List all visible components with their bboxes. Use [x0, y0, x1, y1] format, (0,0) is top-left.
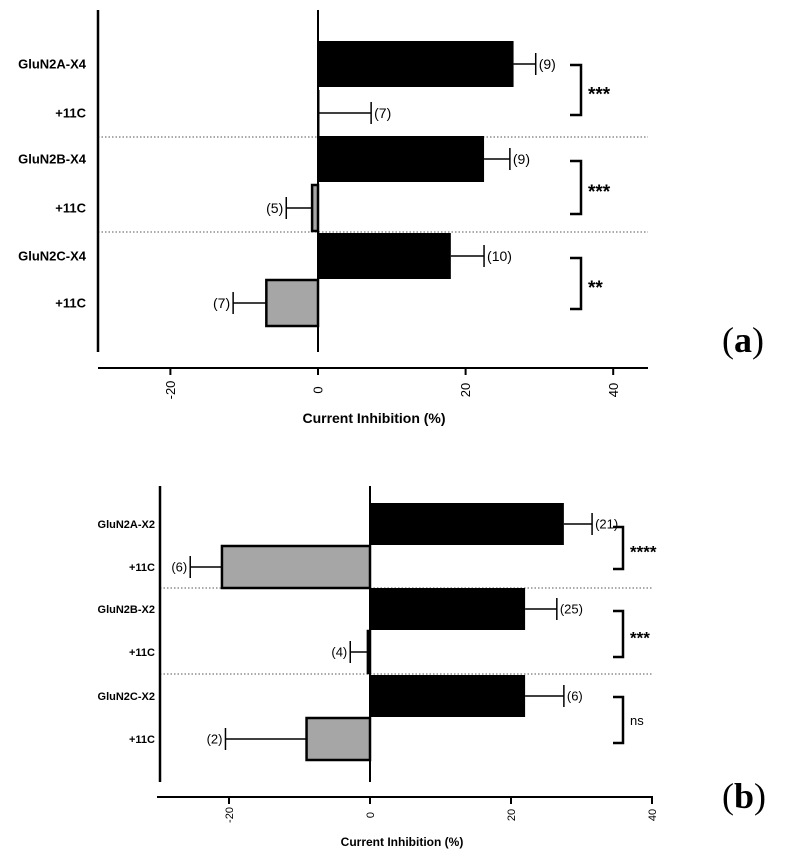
category-label: GluN2A-X2: [98, 519, 155, 531]
figure: (9) GluN2A-X4 (7) +11C (9) GluN2B-X4 (5) +11C (1…: [0, 0, 789, 861]
significance-bracket: [570, 161, 581, 214]
category-label: +11C: [129, 562, 155, 574]
bar: [318, 41, 514, 87]
bar: [370, 675, 525, 717]
x-tick-label: 40: [647, 809, 659, 821]
significance-bracket: [613, 697, 623, 743]
significance-bracket: [570, 65, 581, 115]
x-tick-label: 40: [606, 383, 621, 397]
category-label: +11C: [55, 296, 86, 311]
panel-letter: a: [734, 320, 752, 360]
n-label: (21): [595, 517, 618, 532]
n-label: (5): [266, 200, 283, 216]
significance-bracket: [570, 258, 581, 309]
x-tick-label: 0: [311, 386, 326, 393]
bar: [370, 503, 564, 545]
n-label: (7): [213, 295, 230, 311]
category-label: +11C: [55, 201, 86, 216]
n-label: (6): [567, 689, 583, 704]
significance-label: ***: [588, 182, 611, 203]
category-label: +11C: [129, 647, 155, 659]
category-label: GluN2A-X4: [18, 57, 87, 72]
x-axis-label: Current Inhibition (%): [341, 835, 464, 849]
n-label: (2): [207, 732, 223, 747]
n-label: (6): [171, 560, 187, 575]
category-label: GluN2B-X4: [18, 152, 87, 167]
significance-label: ***: [630, 628, 650, 647]
significance-bracket: [613, 527, 623, 569]
significance-label: ****: [630, 542, 657, 561]
n-label: (4): [331, 645, 347, 660]
n-label: (25): [560, 602, 583, 617]
panel-label: (a): [722, 320, 764, 360]
category-label: GluN2B-X2: [98, 604, 155, 616]
bar: [266, 280, 318, 326]
category-label: GluN2C-X2: [98, 691, 155, 703]
category-label: +11C: [129, 734, 155, 746]
n-label: (9): [513, 151, 530, 167]
bar: [307, 718, 370, 760]
n-label: (9): [539, 56, 556, 72]
panel-letter: b: [734, 776, 754, 816]
x-tick-label: 20: [506, 809, 518, 821]
bar: [318, 233, 451, 279]
significance-label: ***: [588, 84, 611, 105]
category-label: +11C: [55, 106, 86, 121]
significance-bracket: [613, 611, 623, 657]
n-label: (10): [487, 248, 512, 264]
x-tick-label: -20: [163, 381, 178, 400]
x-tick-label: 20: [458, 383, 473, 397]
n-label: (7): [374, 105, 391, 121]
significance-label: **: [588, 278, 603, 299]
x-tick-label: 0: [365, 812, 377, 818]
bar: [318, 136, 484, 182]
category-label: GluN2C-X4: [18, 249, 87, 264]
x-tick-label: -20: [224, 807, 236, 823]
significance-label: ns: [630, 713, 644, 728]
bar: [222, 546, 370, 588]
x-axis-label: Current Inhibition (%): [302, 410, 445, 426]
panel-label: (b): [722, 776, 766, 816]
bar: [370, 588, 525, 630]
